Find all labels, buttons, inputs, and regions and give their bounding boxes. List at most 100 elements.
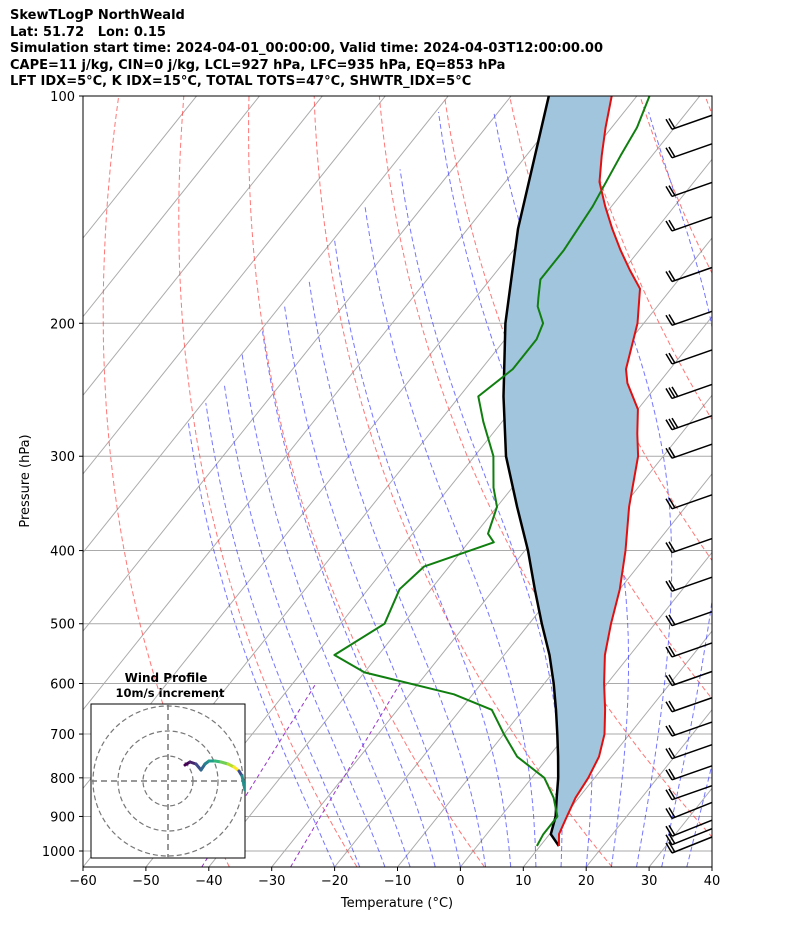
y-tick-label: 300: [50, 450, 75, 465]
wind-barb: [665, 743, 713, 760]
temperature-line: [557, 96, 641, 847]
chart-header: SkewTLogP NorthWeald Lat: 51.72 Lon: 0.1…: [10, 8, 603, 91]
wind-barb: [665, 537, 713, 554]
moist-adiabat: [187, 421, 336, 867]
x-tick-label: −30: [258, 874, 285, 889]
indices-line: LFT IDX=5°C, K IDX=15°C, TOTAL TOTS=47°C…: [10, 74, 472, 89]
x-axis-label: Temperature (°C): [340, 896, 453, 911]
axes: −60 −50 −40 −30 −20 −10 0 10 20 30 40 1000 900 800 700…: [42, 90, 720, 889]
moist-adiabat: [308, 279, 487, 867]
isotherm-line: [83, 96, 512, 632]
isotherm-line: [397, 473, 712, 867]
wind-barb: [665, 383, 713, 400]
hodograph-inset: Wind Profile 10m/s increment: [90, 671, 246, 859]
isotherm-line: [585, 708, 712, 867]
y-tick-label: 400: [50, 545, 75, 560]
dry-adiabat: [178, 96, 358, 867]
wind-barb: [665, 670, 713, 687]
dry-adiabat: [313, 96, 613, 867]
hodograph-title: Wind Profile: [125, 671, 208, 685]
y-tick-label: 900: [50, 810, 75, 825]
wind-barb: [665, 310, 713, 326]
moist-adiabat: [364, 206, 537, 867]
dry-adiabat: [248, 96, 485, 867]
isotherm-line: [334, 394, 712, 867]
isotherm-line: [711, 866, 712, 867]
dry-adiabat: [770, 96, 794, 867]
wind-barb: [665, 443, 713, 459]
x-tick-label: −40: [195, 874, 222, 889]
dry-adiabat: [378, 96, 712, 838]
wind-barb: [665, 828, 713, 846]
wind-barb: [665, 785, 713, 801]
y-tick-label: 700: [50, 728, 75, 743]
wind-barb: [665, 216, 713, 232]
dewpoint-line: [333, 96, 651, 847]
moist-adiabat: [711, 865, 712, 867]
isotherm-line: [83, 96, 575, 711]
location-line: Lat: 51.72 Lon: 0.15: [10, 24, 166, 40]
wind-barb: [665, 819, 713, 837]
wind-barb: [665, 642, 713, 658]
moist-adiabat: [205, 402, 361, 867]
y-tick-label: 200: [50, 317, 75, 332]
dry-adiabat: [639, 96, 712, 275]
x-tick-label: 0: [456, 874, 464, 889]
x-tick-label: −10: [384, 874, 411, 889]
wind-barb: [665, 801, 713, 820]
wind-barb: [665, 114, 713, 130]
x-tick-label: −50: [132, 874, 159, 889]
wind-barbs: [665, 114, 713, 854]
y-tick-label: 100: [50, 90, 75, 105]
moist-adiabat: [334, 239, 512, 867]
moist-adiabat: [686, 762, 712, 867]
wind-barb: [665, 349, 713, 365]
x-tick-label: 20: [578, 874, 595, 889]
wind-barb: [665, 576, 713, 592]
chart-title: SkewTLogP NorthWeald: [10, 8, 185, 23]
x-tick-label: 40: [704, 874, 721, 889]
moist-adiabat: [262, 331, 436, 867]
time-line: Simulation start time: 2024-04-01_00:00:…: [10, 41, 603, 56]
y-tick-label: 800: [50, 772, 75, 787]
y-tick-label: 500: [50, 618, 75, 633]
wind-barb: [665, 721, 713, 737]
wind-barb: [665, 494, 713, 510]
hodograph-ring: [117, 730, 219, 832]
wind-barb: [665, 181, 713, 198]
hodograph-subtitle: 10m/s increment: [116, 686, 225, 700]
y-tick-label: 600: [50, 678, 75, 693]
dry-adiabat: [704, 96, 712, 116]
cape-area: [503, 96, 640, 846]
x-tick-label: 30: [641, 874, 658, 889]
isotherm-line: [83, 96, 449, 554]
cape-line: CAPE=11 j/kg, CIN=0 j/kg, LCL=927 hPa, L…: [10, 57, 506, 73]
mixing-ratio-line: [290, 683, 401, 867]
cape-fill-layer: [503, 96, 640, 846]
parcel-profile-line: [502, 96, 560, 847]
wind-barb: [665, 836, 713, 854]
moist-adiabat: [223, 383, 386, 867]
wind-barb: [665, 611, 713, 627]
x-tick-label: −20: [321, 874, 348, 889]
wind-barb: [665, 765, 713, 781]
x-tick-label: 10: [515, 874, 532, 889]
wind-barb: [665, 143, 713, 159]
y-tick-label: 1000: [42, 845, 75, 860]
isotherm-line: [83, 96, 386, 475]
dry-adiabat: [574, 96, 712, 421]
moist-adiabat: [284, 306, 461, 867]
isotherm-line: [83, 96, 260, 318]
profiles-layer: [333, 96, 651, 847]
moist-adiabat: [241, 354, 411, 867]
hodograph-trace: [240, 774, 245, 792]
wind-barb: [665, 266, 713, 283]
moist-adiabat: [561, 111, 673, 867]
x-tick-label: −60: [69, 874, 96, 889]
y-axis-label: Pressure (hPa): [18, 434, 33, 527]
wind-barb: [665, 414, 713, 431]
wind-barb: [665, 697, 713, 713]
isotherm-line: [83, 96, 323, 397]
isotherm-line: [145, 158, 712, 867]
